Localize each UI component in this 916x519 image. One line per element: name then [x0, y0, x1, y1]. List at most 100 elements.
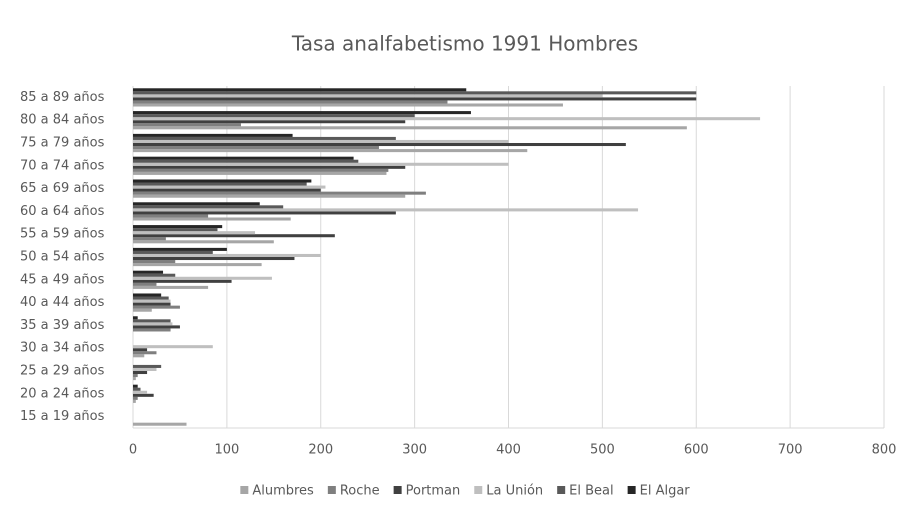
- legend-swatch: [393, 486, 402, 494]
- x-tick-label: 400: [496, 443, 521, 458]
- bar: [133, 191, 426, 195]
- bar: [133, 103, 563, 107]
- bar: [133, 185, 326, 189]
- bar: [133, 319, 171, 323]
- y-tick-label: 80 a 84 años: [20, 113, 105, 128]
- bar: [133, 374, 138, 378]
- x-tick-label: 800: [872, 443, 897, 458]
- bar: [133, 276, 272, 280]
- bar: [133, 316, 138, 320]
- bar: [133, 231, 256, 235]
- bar: [133, 282, 157, 286]
- bar: [133, 270, 164, 274]
- bar: [133, 250, 213, 254]
- bar: [133, 88, 467, 92]
- bar: [133, 211, 396, 215]
- y-tick-label: 50 a 54 años: [20, 250, 105, 265]
- bar: [133, 253, 321, 257]
- bar: [133, 126, 687, 130]
- bar: [133, 364, 162, 368]
- y-tick-label: 75 a 79 años: [20, 136, 105, 151]
- y-tick-label: 45 a 49 años: [20, 272, 105, 287]
- bar: [133, 260, 176, 264]
- bar: [133, 188, 321, 192]
- y-tick-label: 65 a 69 años: [20, 181, 105, 196]
- legend-label: El Algar: [640, 484, 691, 499]
- bar: [133, 325, 180, 329]
- bar: [133, 139, 509, 143]
- bar: [133, 179, 312, 183]
- bar: [133, 247, 227, 251]
- x-tick-label: 100: [214, 443, 239, 458]
- legend-swatch: [240, 486, 249, 494]
- bar: [133, 240, 274, 244]
- y-tick-label: 70 a 74 años: [20, 158, 105, 173]
- bar: [133, 123, 241, 127]
- bar: [133, 345, 213, 349]
- bar: [133, 225, 223, 229]
- y-tick-label: 55 a 59 años: [20, 227, 105, 242]
- bar: [133, 299, 171, 303]
- bar: [133, 367, 157, 371]
- bar: [133, 273, 176, 277]
- bar: [133, 94, 603, 98]
- bar: [133, 91, 697, 95]
- bar: [133, 111, 471, 115]
- y-tick-label: 35 a 39 años: [20, 318, 105, 333]
- bar: [133, 396, 138, 400]
- x-tick-label: 500: [590, 443, 615, 458]
- bar: [133, 156, 354, 160]
- y-tick-label: 30 a 34 años: [20, 341, 105, 356]
- bar: [133, 149, 528, 153]
- bar: [133, 117, 761, 121]
- bar: [133, 202, 260, 206]
- bar: [133, 194, 406, 198]
- bar: [133, 168, 389, 172]
- legend-swatch: [557, 486, 566, 494]
- x-tick-label: 0: [129, 443, 137, 458]
- bar: [133, 308, 152, 312]
- legend-label: El Beal: [569, 484, 613, 499]
- legend-label: La Unión: [486, 484, 543, 499]
- bar: [133, 162, 509, 166]
- bar: [133, 205, 284, 209]
- bar: [133, 393, 154, 397]
- bar: [133, 377, 136, 381]
- bar: [133, 228, 218, 232]
- bar: [133, 214, 209, 218]
- bar: [133, 136, 396, 140]
- bar: [133, 422, 187, 426]
- bar: [133, 171, 387, 175]
- bar: [133, 354, 145, 358]
- x-tick-label: 300: [402, 443, 427, 458]
- bar: [133, 384, 138, 388]
- y-tick-label: 60 a 64 años: [20, 204, 105, 219]
- bar: [133, 328, 171, 332]
- bar: [133, 97, 697, 101]
- bar: [133, 133, 293, 137]
- bar: [133, 257, 295, 261]
- x-tick-label: 600: [684, 443, 709, 458]
- bar: [133, 293, 162, 297]
- bar: [133, 159, 359, 163]
- bar: [133, 143, 626, 147]
- bar: [133, 100, 448, 104]
- bar: [133, 120, 406, 124]
- bar: [133, 279, 232, 283]
- x-tick-label: 200: [308, 443, 333, 458]
- bar: [133, 371, 148, 375]
- bar: [133, 285, 209, 289]
- bar: [133, 351, 157, 355]
- y-tick-label: 25 a 29 años: [20, 364, 105, 379]
- y-tick-label: 85 a 89 años: [20, 90, 105, 105]
- legend-swatch: [327, 486, 336, 494]
- bar: [133, 263, 262, 267]
- x-tick-label: 700: [778, 443, 803, 458]
- legend-label: Roche: [340, 484, 380, 499]
- bar: [133, 302, 171, 306]
- bar: [133, 322, 173, 326]
- y-tick-label: 15 a 19 años: [20, 409, 105, 424]
- bar: [133, 234, 335, 238]
- bar: [133, 217, 291, 221]
